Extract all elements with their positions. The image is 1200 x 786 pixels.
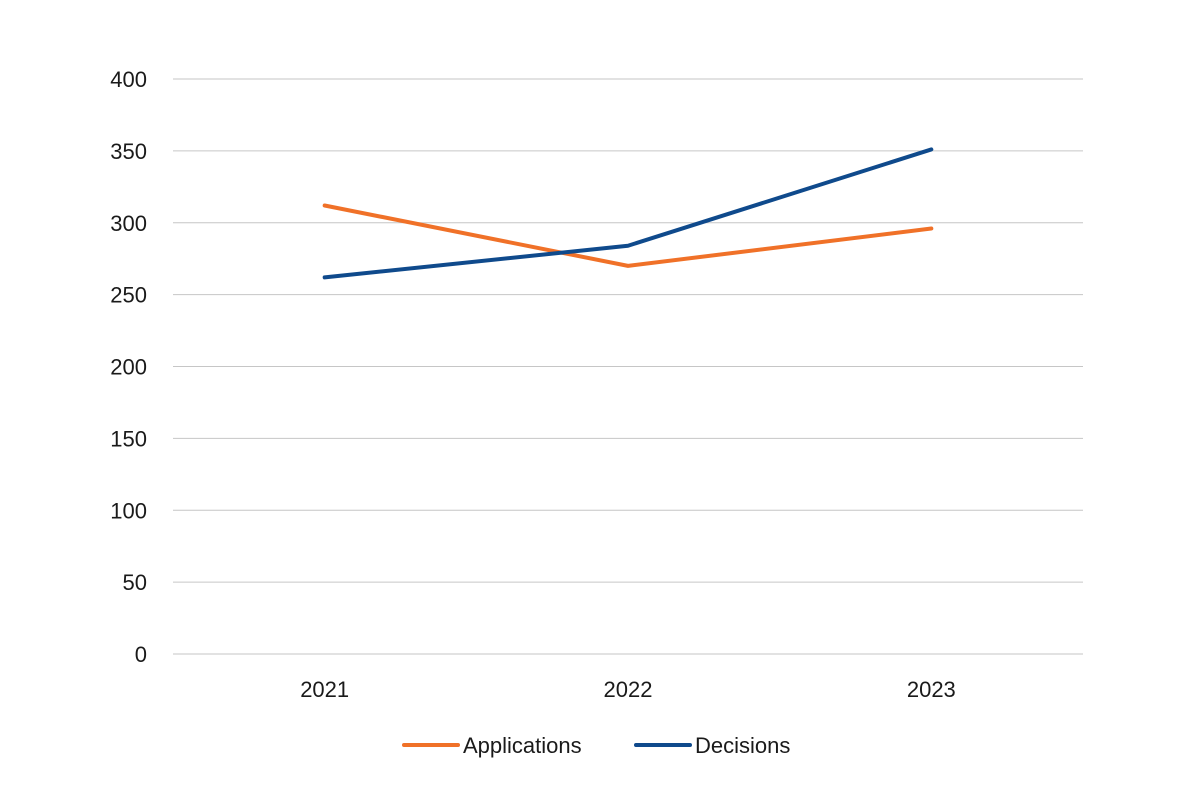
y-tick-label: 400 [110, 67, 147, 92]
x-tick-label: 2021 [300, 677, 349, 702]
y-tick-label: 150 [110, 426, 147, 451]
gridlines [173, 78, 1083, 655]
x-axis-tick-labels: 2021 2022 2023 [300, 677, 956, 702]
y-tick-label: 200 [110, 355, 147, 380]
series-line-applications [322, 203, 934, 268]
y-tick-label: 100 [110, 498, 147, 523]
x-tick-label: 2023 [907, 677, 956, 702]
x-tick-label: 2022 [604, 677, 653, 702]
y-axis-tick-labels: 0 50 100 150 200 250 300 350 400 [110, 67, 147, 667]
legend: Applications Decisions [402, 733, 790, 758]
y-tick-label: 0 [135, 642, 147, 667]
series-lines [322, 147, 934, 280]
y-tick-label: 300 [110, 211, 147, 236]
series-line-decisions [322, 147, 934, 280]
legend-label-decisions: Decisions [695, 733, 790, 758]
legend-label-applications: Applications [463, 733, 582, 758]
y-tick-label: 250 [110, 283, 147, 308]
y-tick-label: 50 [123, 570, 147, 595]
y-tick-label: 350 [110, 139, 147, 164]
